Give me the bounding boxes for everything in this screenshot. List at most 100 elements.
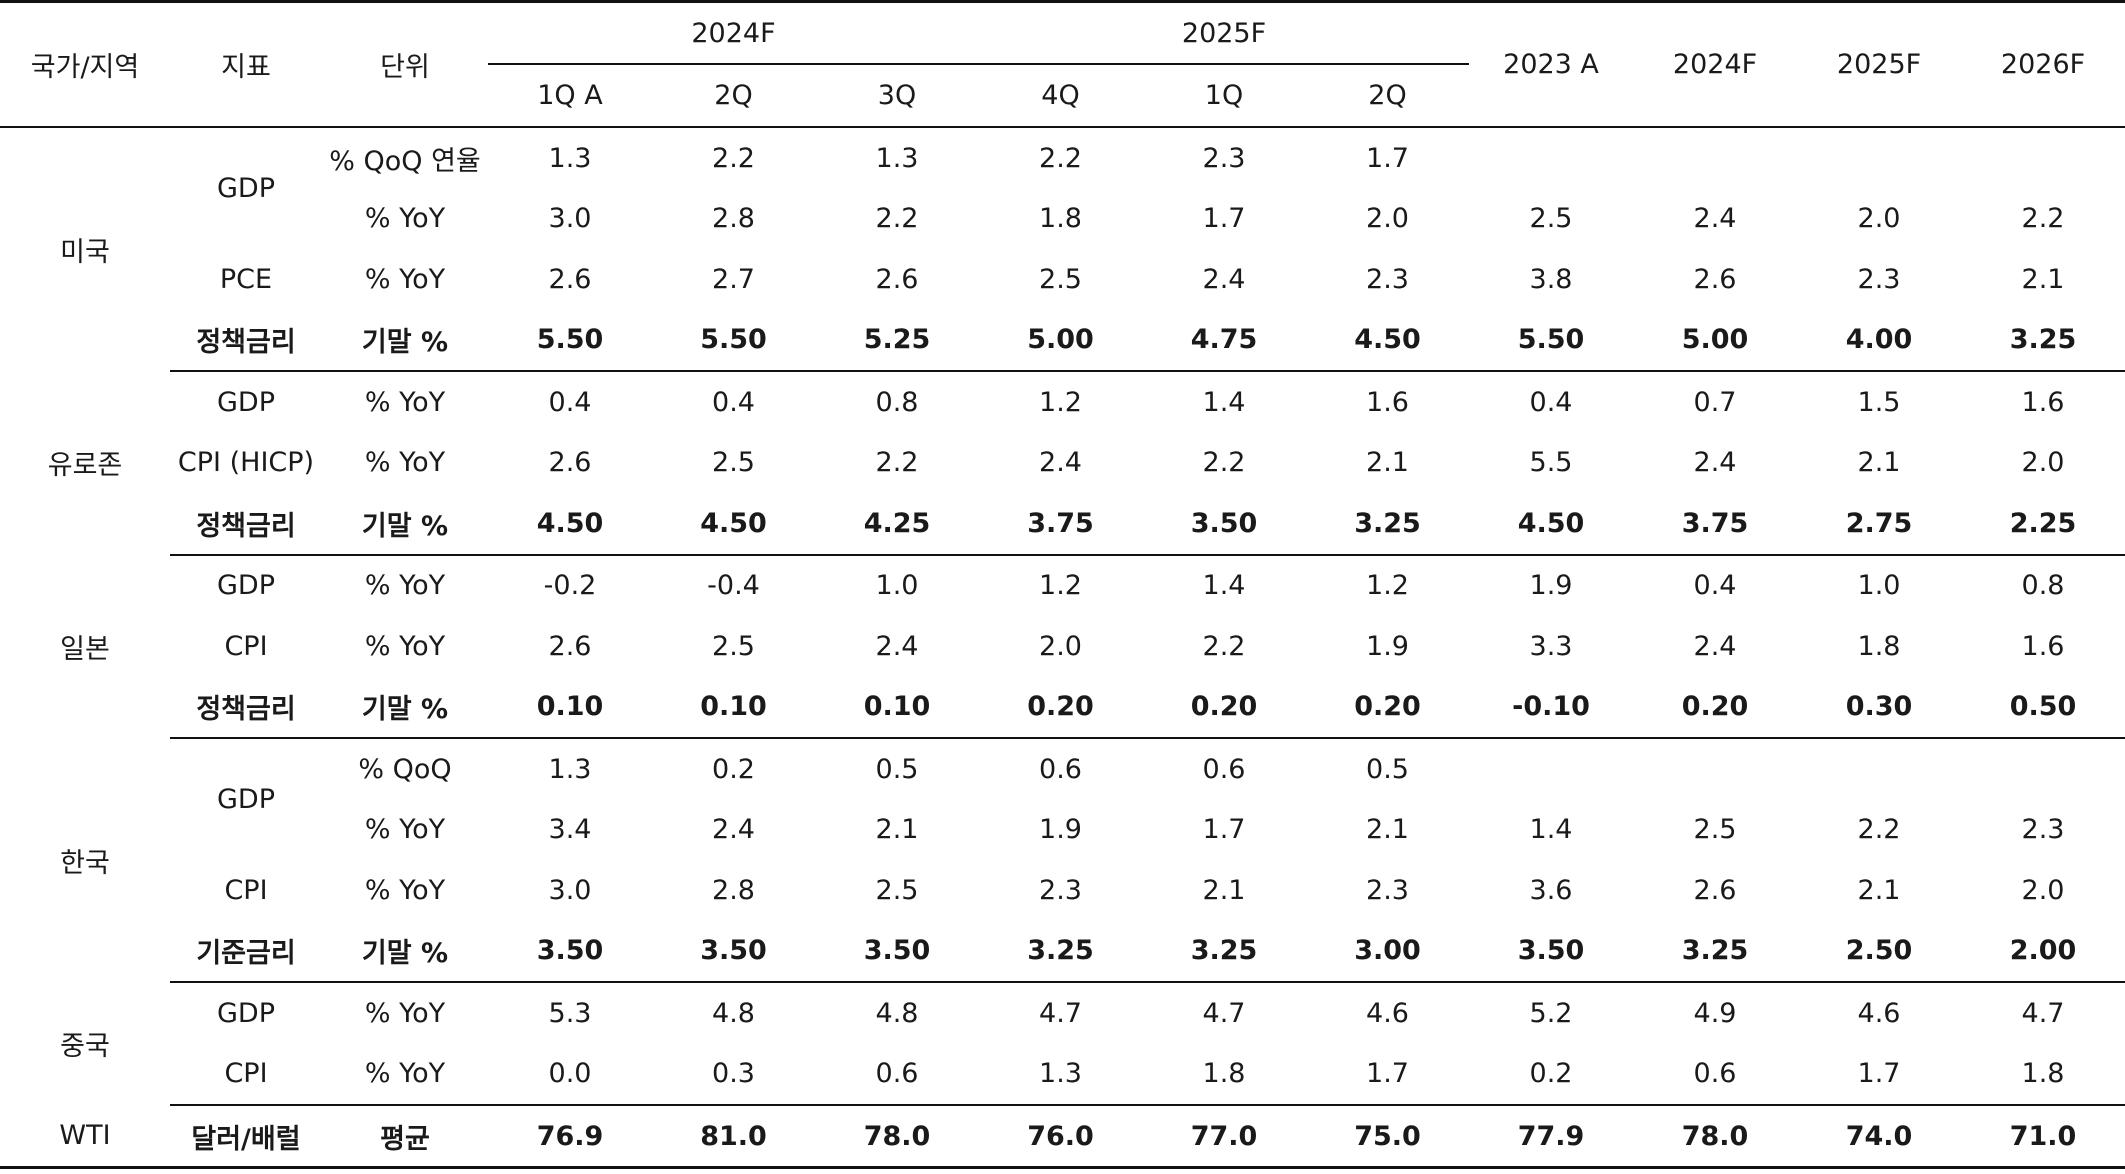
value-cell	[1469, 127, 1633, 189]
value-cell: 2.2	[712, 142, 755, 174]
header-quarter: 4Q	[1041, 80, 1080, 111]
value-cell: 0.2	[1469, 1043, 1634, 1106]
indicator-cell: CPI (HICP)	[177, 447, 315, 479]
value-cell: 4.50	[652, 493, 815, 556]
value-cell: 4.00	[1797, 309, 1962, 372]
value-cell: 1.6	[1366, 386, 1409, 418]
value-cell: 2.0	[1366, 203, 1409, 235]
unit-cell: % QoQ	[358, 753, 452, 785]
value-cell: 2.6	[1693, 874, 1737, 906]
value-cell: 77.9	[1469, 1105, 1634, 1169]
table-row: % YoY 3.4 2.4 2.1 1.9 1.7 2.1 1.4 2.5 2.…	[0, 800, 2125, 861]
value-cell: 0.50	[1961, 676, 2125, 739]
table-row: CPI % YoY 2.6 2.5 2.4 2.0 2.2 1.9 3.3 2.…	[0, 616, 2125, 677]
value-cell: 2.4	[1039, 447, 1082, 479]
unit-cell: % YoY	[364, 203, 446, 235]
value-cell: 5.50	[1469, 309, 1634, 372]
indicator-cell: CPI	[224, 630, 268, 662]
value-cell	[1633, 738, 1797, 800]
value-cell: 0.20	[979, 676, 1143, 739]
country-cell: 일본	[60, 633, 110, 665]
value-cell: 5.3	[548, 997, 592, 1029]
header-quarter: 1Q	[1204, 80, 1244, 111]
indicator-cell: 정책금리	[170, 309, 322, 372]
value-cell	[1797, 127, 1961, 189]
value-cell: 2.0	[1857, 203, 1901, 235]
value-cell: 0.10	[652, 676, 815, 739]
value-cell: 0.5	[1366, 753, 1409, 785]
value-cell: 1.2	[1039, 386, 1082, 418]
value-cell: 78.0	[1633, 1105, 1798, 1169]
value-cell: 2.2	[1202, 630, 1246, 662]
value-cell: 2.00	[1961, 920, 2125, 983]
unit-cell: % YoY	[364, 386, 446, 418]
value-cell: 2.2	[1039, 142, 1082, 174]
value-cell: -0.10	[1469, 676, 1634, 739]
value-cell: 5.00	[1633, 309, 1798, 372]
value-cell: 2.3	[2021, 814, 2065, 846]
value-cell: 2.5	[875, 874, 919, 906]
value-cell: 75.0	[1306, 1105, 1470, 1169]
value-cell: 0.6	[1039, 753, 1082, 785]
value-cell: 2.1	[1366, 447, 1409, 479]
value-cell: 1.4	[1202, 386, 1246, 418]
unit-cell: 기말 %	[322, 676, 488, 739]
value-cell: -0.2	[543, 570, 597, 602]
value-cell: 3.6	[1529, 874, 1573, 906]
table-header: 국가/지역 지표 단위 2024F 2025F 2023 A 2024F 202…	[0, 1, 2125, 127]
header-row-1: 국가/지역 지표 단위 2024F 2025F 2023 A 2024F 202…	[0, 1, 2125, 83]
value-cell: 4.8	[712, 997, 755, 1029]
unit-cell: 기말 %	[322, 309, 488, 372]
unit-cell: % YoY	[364, 447, 446, 479]
value-cell: 1.2	[1366, 570, 1409, 602]
value-cell: 76.9	[488, 1105, 652, 1169]
value-cell: 3.25	[1961, 309, 2125, 372]
indicator-cell: 기준금리	[170, 920, 322, 983]
header-year-2024f: 2024F	[1672, 49, 1758, 80]
value-cell: 1.3	[548, 142, 592, 174]
value-cell: 78.0	[815, 1105, 980, 1169]
value-cell: 2.2	[875, 203, 919, 235]
value-cell: 2.4	[875, 630, 919, 662]
value-cell: 2.1	[1857, 874, 1901, 906]
unit-cell: % QoQ 연율	[329, 145, 481, 177]
value-cell: 3.00	[1306, 920, 1470, 983]
value-cell: 0.10	[488, 676, 652, 739]
value-cell: 1.0	[875, 570, 919, 602]
indicator-cell: GDP	[217, 173, 275, 204]
value-cell: 2.3	[1202, 142, 1246, 174]
value-cell: 1.8	[1142, 1043, 1307, 1106]
table-row: 일본 GDP % YoY -0.2 -0.4 1.0 1.2 1.4 1.2 1…	[0, 555, 2125, 665]
value-cell: 2.4	[712, 814, 755, 846]
unit-cell: 평균	[322, 1105, 488, 1169]
value-cell: 3.50	[488, 920, 652, 983]
value-cell: 5.50	[652, 309, 815, 372]
unit-cell: 기말 %	[322, 920, 488, 983]
value-cell: 2.4	[1693, 447, 1737, 479]
indicator-cell: 정책금리	[170, 676, 322, 739]
header-unit: 단위	[380, 52, 430, 83]
value-cell	[1797, 738, 1961, 800]
value-cell: 2.4	[1202, 263, 1246, 295]
value-cell: -0.4	[707, 570, 760, 602]
header-quarter: 1Q A	[537, 80, 603, 111]
value-cell: 2.8	[712, 874, 755, 906]
value-cell: 77.0	[1142, 1105, 1307, 1169]
value-cell: 1.7	[1202, 814, 1246, 846]
value-cell: 71.0	[1961, 1105, 2125, 1169]
value-cell: 3.75	[1633, 493, 1798, 556]
value-cell: 2.5	[712, 447, 755, 479]
value-cell: 2.5	[1693, 814, 1737, 846]
value-cell: 0.20	[1142, 676, 1307, 739]
value-cell: 3.4	[548, 814, 592, 846]
value-cell: 2.1	[1857, 447, 1901, 479]
header-quarter: 2Q	[1368, 80, 1407, 111]
value-cell: 1.4	[1202, 570, 1246, 602]
value-cell: 2.5	[1039, 263, 1082, 295]
header-year-2026f: 2026F	[2000, 49, 2086, 80]
value-cell: 2.4	[1693, 203, 1737, 235]
value-cell: 2.1	[2021, 263, 2065, 295]
header-quarter: 2Q	[714, 80, 753, 111]
value-cell: 4.8	[875, 997, 919, 1029]
